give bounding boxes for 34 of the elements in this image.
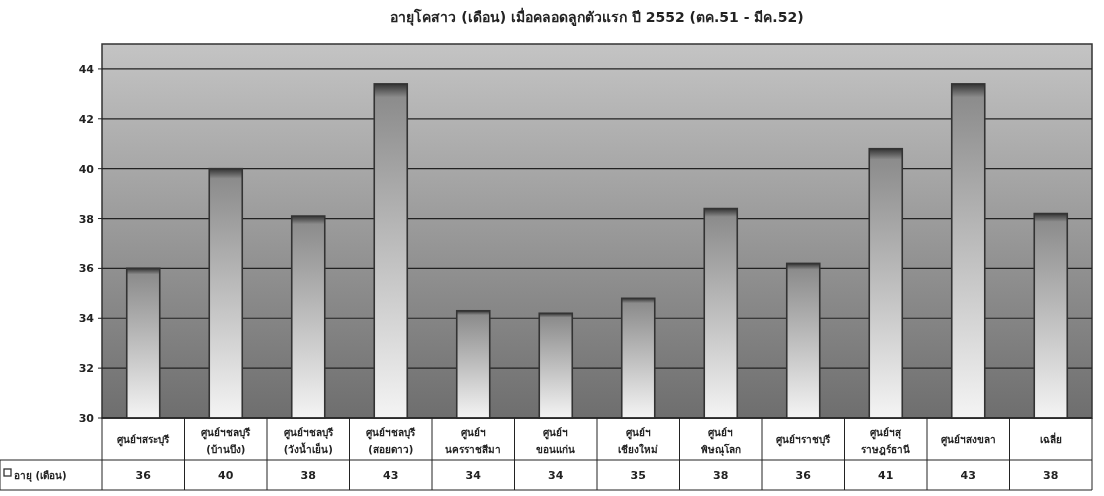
x-tick-label: ศูนย์ฯชลบุรี (บ้านบึง) <box>201 427 252 455</box>
x-tick-label: ศูนย์ฯ นครราชสีมา <box>445 427 502 455</box>
x-tick-label: ศูนย์ฯ พิษณุโลก <box>700 427 741 456</box>
data-label: 43 <box>383 469 399 482</box>
data-label: 34 <box>465 469 482 482</box>
data-label: 38 <box>300 469 316 482</box>
y-tick-label: 38 <box>78 212 94 226</box>
y-tick-label: 30 <box>78 412 95 425</box>
x-tick-label: ศูนย์ฯสุ ราษฎร์ธานี <box>861 427 911 456</box>
y-tick-label: 44 <box>78 62 95 76</box>
x-tick-label: ศูนย์ฯราชบุรี <box>776 434 832 447</box>
x-tick-label: ศูนย์ฯ ขอนแก่น <box>536 427 576 455</box>
y-tick-label: 42 <box>78 112 94 126</box>
data-label: 38 <box>1043 469 1059 482</box>
data-label: 38 <box>713 469 729 482</box>
y-tick-label: 32 <box>78 362 94 376</box>
data-label: 36 <box>135 469 152 482</box>
x-tick-label: เฉลี่ย <box>1039 432 1062 445</box>
x-tick-label: ศูนย์ฯสงขลา <box>940 434 996 447</box>
data-label: 35 <box>630 469 646 482</box>
data-label: 34 <box>548 469 564 482</box>
legend-label: อายุ (เดือน) <box>14 470 67 482</box>
x-tick-label: ศูนย์ฯชลบุรี (สอยดาว) <box>366 427 417 455</box>
y-tick-label: 40 <box>78 162 95 176</box>
x-tick-label: ศูนย์ฯสระบุรี <box>117 434 171 447</box>
data-label: 43 <box>960 469 976 482</box>
data-label: 41 <box>878 469 894 482</box>
y-tick-label: 36 <box>78 262 95 276</box>
chart-title: อายุโคสาว (เดือน) เมื่อคลอดลูกตัวแรก ปี 2552 (ตค.51 - มีค.52) <box>390 7 804 26</box>
x-tick-label: ศูนย์ฯ เชียงใหม่ <box>618 427 659 455</box>
y-tick-label: 34 <box>78 312 95 326</box>
data-label: 36 <box>795 469 812 482</box>
data-label: 40 <box>218 469 234 482</box>
x-tick-label: ศูนย์ฯชลบุรี (วังน้ำเย็น) <box>283 427 334 455</box>
